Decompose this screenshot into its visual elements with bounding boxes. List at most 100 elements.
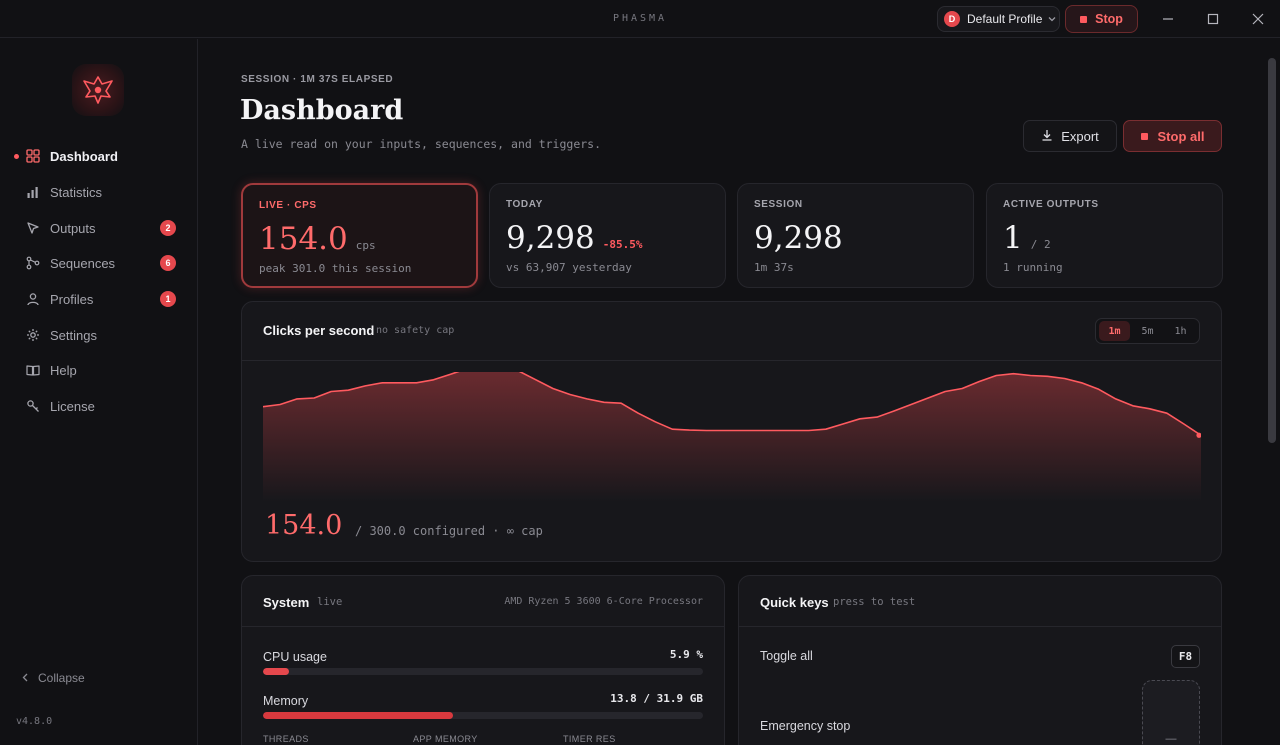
card-sub: vs 63,907 yesterday [506,261,632,274]
live-cps-card: LIVE · CPS 154.0 cps peak 301.0 this ses… [241,183,478,288]
main-content: SESSION · 1M 37S ELAPSED Dashboard A liv… [199,39,1268,745]
sidebar-item-dashboard[interactable]: Dashboard [0,141,198,171]
cps-area-fill [263,372,1201,502]
today-card: TODAY 9,298 -85.5% vs 63,907 yesterday [489,183,726,288]
profile-name: Default Profile [967,12,1043,26]
cps-area-chart [263,372,1201,502]
app-memory-label: APP MEMORY [413,734,478,744]
close-icon[interactable] [1249,10,1267,28]
sidebar-item-help[interactable]: Help [0,355,198,385]
profiles-count-badge: 1 [160,291,176,307]
sidebar-item-label: License [50,398,95,414]
memory-metric: Memory 13.8 / 31.9 GB [263,692,703,719]
quick-keys-header: Quick keys press to test [739,576,1221,627]
threads-label: THREADS [263,734,309,744]
page-title: Dashboard [240,95,404,126]
quick-keys-title: Quick keys [760,595,829,610]
cpu-usage-bar [263,668,703,675]
live-cps-unit: cps [355,239,376,252]
card-label: TODAY [506,199,543,210]
active-outputs-card: ACTIVE OUTPUTS 1 / 2 1 running [986,183,1223,288]
card-sub: 1 running [1003,261,1063,274]
chart-tag: no safety cap [376,325,455,336]
session-value: 9,298 [754,220,843,256]
outputs-count-badge: 2 [160,220,176,236]
memory-label: Memory [263,694,309,708]
session-elapsed: SESSION · 1M 37S ELAPSED [241,74,394,85]
sidebar-item-label: Statistics [50,184,103,200]
session-card: SESSION 9,298 1m 37s [737,183,974,288]
cpu-model: AMD Ryzen 5 3600 6-Core Processor [504,596,703,607]
sequences-count-badge: 6 [160,255,176,271]
stop-icon [1140,132,1148,140]
stop-label: Stop [1095,12,1123,26]
export-button[interactable]: Export [1023,120,1117,152]
chevron-down-icon [1048,14,1056,24]
sidebar-item-profiles[interactable]: Profiles 1 [0,284,198,314]
download-icon [1041,129,1053,144]
phasma-logo-icon [72,64,124,116]
today-value: 9,298 [506,220,595,256]
emergency-stop-label: Emergency stop [760,719,851,733]
card-label: SESSION [754,199,803,210]
stop-icon [1080,15,1088,23]
toggle-all-key[interactable]: F8 [1171,645,1200,668]
cpu-usage-label: CPU usage [263,650,327,664]
stop-all-button[interactable]: Stop all [1123,120,1222,152]
today-delta: -85.5% [602,238,643,251]
sidebar-item-label: Profiles [50,291,94,307]
branch-icon [25,255,41,271]
sidebar-item-label: Settings [50,327,97,343]
cps-series-line [263,372,1201,436]
system-header: System live AMD Ryzen 5 3600 6-Core Proc… [242,576,724,627]
active-indicator [14,153,19,159]
cpu-usage-value: 5.9 % [669,648,703,661]
time-range-selector: 1m 5m 1h [1095,318,1200,344]
maximize-icon[interactable] [1204,10,1222,28]
timer-res-label: TIMER RES [563,734,616,744]
sidebar-item-license[interactable]: License [0,391,198,421]
chevron-left-icon [22,671,28,685]
chart-title: Clicks per second [263,323,375,338]
export-label: Export [1061,128,1099,144]
minimize-icon[interactable] [1159,10,1177,28]
chart-current-value: 154.0 [265,510,343,541]
book-icon [25,362,41,378]
sidebar-item-statistics[interactable]: Statistics [0,177,198,207]
sidebar-item-sequences[interactable]: Sequences 6 [0,248,198,278]
app-name: PHASMA [612,13,668,24]
quick-keys-tag: press to test [833,596,916,608]
sidebar-item-label: Help [50,362,77,378]
stop-button[interactable]: Stop [1065,5,1138,33]
system-title: System [263,595,310,610]
collapse-label: Collapse [38,671,85,685]
system-tag: live [317,596,343,608]
user-icon [25,291,41,307]
range-1h-button[interactable]: 1h [1174,325,1187,337]
card-label: LIVE · CPS [259,200,317,211]
active-outputs-value: 1 [1003,220,1023,256]
outputs-total: / 2 [1030,238,1051,251]
card-sub: 1m 37s [754,261,794,274]
system-panel: System live AMD Ryzen 5 3600 6-Core Proc… [241,575,725,745]
sidebar-item-outputs[interactable]: Outputs 2 [0,213,198,243]
range-5m-button[interactable]: 5m [1141,325,1154,337]
title-bar: PHASMA D Default Profile Stop [0,0,1280,38]
profile-avatar: D [944,11,960,27]
card-label: ACTIVE OUTPUTS [1003,199,1099,210]
toggle-all-label: Toggle all [760,649,813,663]
emergency-stop-key[interactable]: — [1142,680,1200,745]
scrollbar[interactable] [1268,58,1276,443]
page-subtitle: A live read on your inputs, sequences, a… [241,137,602,151]
range-1m-button[interactable]: 1m [1099,321,1130,341]
quick-keys-panel: Quick keys press to test Toggle all F8 E… [738,575,1222,745]
sidebar-item-label: Sequences [50,255,116,271]
memory-bar [263,712,703,719]
cpu-usage-metric: CPU usage 5.9 % [263,648,703,675]
profile-selector[interactable]: D Default Profile [937,6,1060,32]
sidebar-item-settings[interactable]: Settings [0,320,198,350]
cursor-icon [25,220,41,236]
chart-header: Clicks per second no safety cap 1m 5m 1h [242,302,1221,361]
collapse-button[interactable]: Collapse [22,671,85,685]
cps-chart-panel: Clicks per second no safety cap 1m 5m 1h… [241,301,1222,562]
